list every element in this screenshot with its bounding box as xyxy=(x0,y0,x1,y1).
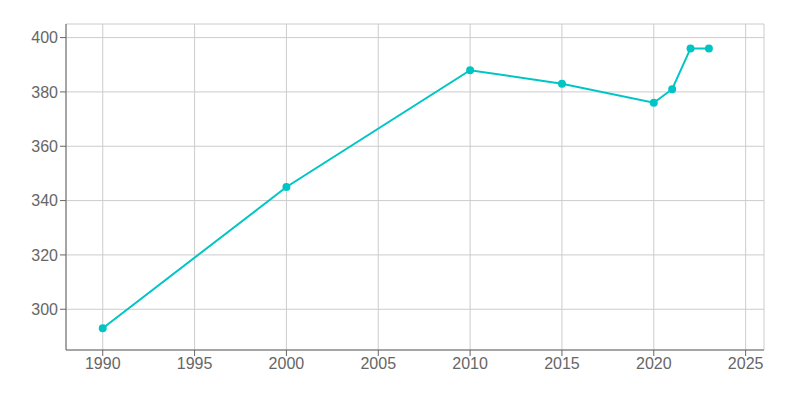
svg-text:300: 300 xyxy=(31,301,58,318)
svg-text:2025: 2025 xyxy=(728,355,764,372)
svg-text:2005: 2005 xyxy=(360,355,396,372)
svg-text:320: 320 xyxy=(31,247,58,264)
svg-text:340: 340 xyxy=(31,192,58,209)
svg-text:2015: 2015 xyxy=(544,355,580,372)
svg-text:1995: 1995 xyxy=(177,355,213,372)
svg-text:2000: 2000 xyxy=(269,355,305,372)
svg-text:2010: 2010 xyxy=(452,355,488,372)
svg-text:2020: 2020 xyxy=(636,355,672,372)
svg-text:360: 360 xyxy=(31,138,58,155)
svg-text:380: 380 xyxy=(31,84,58,101)
svg-text:1990: 1990 xyxy=(85,355,121,372)
svg-text:400: 400 xyxy=(31,29,58,46)
